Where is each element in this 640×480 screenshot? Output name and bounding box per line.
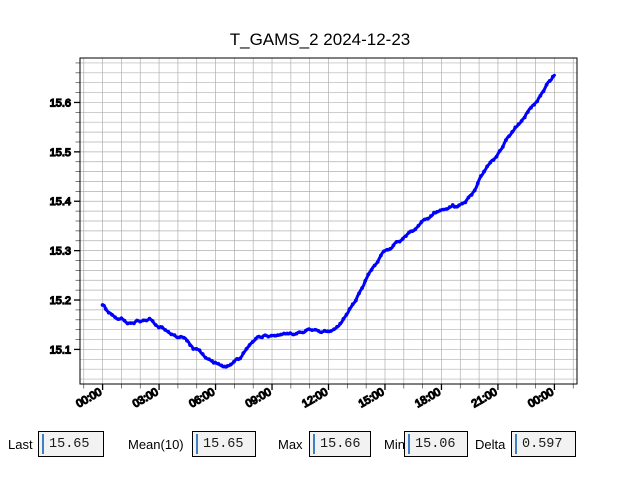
svg-text:15.6: 15.6	[50, 97, 71, 109]
svg-text:00:00: 00:00	[74, 386, 104, 410]
svg-text:15.3: 15.3	[50, 246, 71, 258]
svg-text:00:00: 00:00	[526, 386, 556, 410]
svg-text:06:00: 06:00	[187, 386, 217, 410]
svg-text:15.5: 15.5	[50, 147, 71, 159]
svg-text:15.4: 15.4	[50, 196, 71, 208]
svg-text:21:00: 21:00	[470, 386, 500, 410]
svg-text:15:00: 15:00	[357, 386, 387, 410]
svg-text:03:00: 03:00	[131, 386, 161, 410]
svg-text:12:00: 12:00	[300, 386, 330, 410]
svg-text:15.2: 15.2	[50, 295, 71, 307]
svg-text:18:00: 18:00	[413, 386, 443, 410]
svg-text:15.1: 15.1	[50, 344, 71, 356]
svg-text:09:00: 09:00	[244, 386, 274, 410]
